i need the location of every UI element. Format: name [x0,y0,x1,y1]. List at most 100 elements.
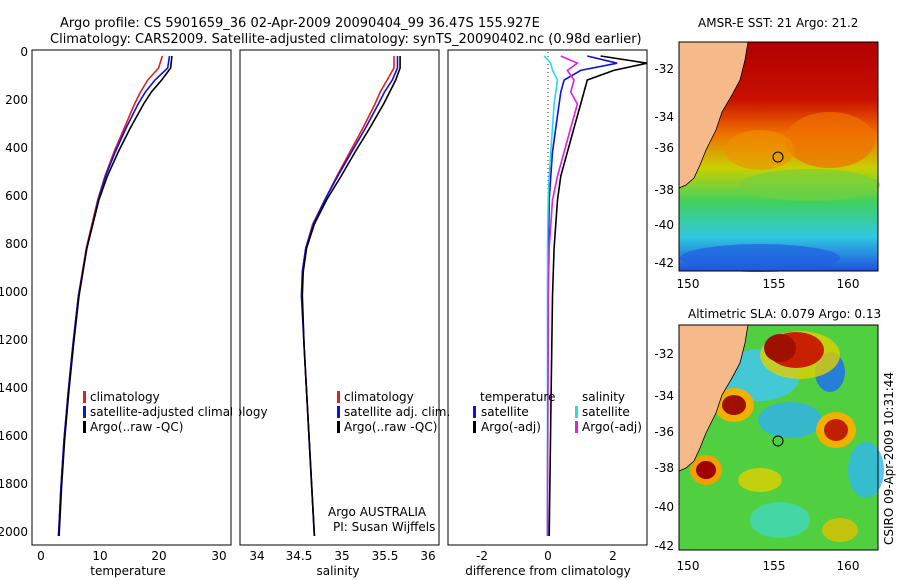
lat-tick: -34 [654,110,674,124]
legend-label: satellite [582,405,630,419]
difference-x-label: difference from climatology [465,564,631,578]
argo-program-note: Argo AUSTRALIA [328,505,427,519]
depth-tick: 400 [5,141,28,155]
legend-swatch-climatology [83,391,86,403]
lat-tick: -36 [654,141,674,155]
legend-label: climatology [90,390,160,404]
lat-tick: -34 [654,389,674,403]
legend-label: Argo(-adj) [582,420,642,434]
sst-map-frame [678,41,879,272]
temperature-x-tick: 30 [211,549,226,563]
salinity-legend: climatology satellite adj. clim. Argo(..… [337,390,450,434]
legend-swatch-sal-argo [575,421,578,433]
sla-yellow-patch [738,468,782,492]
lat-tick: -40 [654,218,674,232]
lat-tick: -32 [654,347,674,361]
legend-swatch-argo [83,421,86,433]
legend-label: satellite [481,405,529,419]
difference-x-tick: -2 [476,549,488,563]
figure-title-line1: Argo profile: CS 5901659_36 02-Apr-2009 … [60,16,540,31]
legend-swatch-argo [337,421,340,433]
lat-tick: -42 [654,539,674,553]
sst-map-axes: -32 -34 -36 -38 -40 -42 [654,62,674,270]
depth-tick: 1000 [0,285,28,299]
sst-warm-patch [725,130,795,170]
sst-map-title: AMSR-E SST: 21 Argo: 21.2 [698,16,858,30]
difference-x-axis: -2 0 2 difference from climatology [465,549,631,578]
legend-label: satellite-adjusted climatology [90,405,268,419]
salinity-x-label: salinity [316,564,359,578]
legend-label: Argo(..raw -QC) [90,420,183,434]
legend-label: climatology [344,390,414,404]
legend-swatch-satellite [337,406,340,418]
sla-yellow-patch [822,518,858,542]
sla-map-lon-axis: 150 155 160 [677,559,860,573]
argo-float-marker [772,435,784,447]
difference-legend: temperature satellite Argo(-adj) salinit… [473,390,642,434]
depth-tick: 1400 [0,381,28,395]
lat-tick: -38 [654,183,674,197]
sla-warm-eddy [764,334,796,362]
argo-pi-note: PI: Susan Wijffels [333,520,435,534]
series-line-argo-raw-qc [301,56,401,537]
depth-tick: 1600 [0,429,28,443]
sla-map [678,324,884,551]
lon-tick: 160 [837,277,860,291]
legend-swatch-temp-satellite [473,406,476,418]
lat-tick: -38 [654,461,674,475]
temperature-panel [31,49,232,546]
lat-tick: -40 [654,500,674,514]
lon-tick: 155 [763,559,786,573]
sla-warm-eddy [696,461,716,479]
sst-green-patch [740,169,880,201]
series-line-argo-raw-qc [58,55,173,537]
temperature-x-axis: 0 10 20 30 temperature [37,549,226,578]
lon-tick: 150 [677,559,700,573]
depth-tick: 0 [20,45,28,59]
salinity-x-tick: 34 [249,549,264,563]
sla-map-axes: -32 -34 -36 -38 -40 -42 [654,347,674,553]
depth-tick: 1200 [0,333,28,347]
series-line-temperature-argo-adj [548,55,648,537]
difference-series [543,55,648,537]
figure-title-line2: Climatology: CARS2009. Satellite-adjuste… [50,32,642,47]
sla-map-title: Altimetric SLA: 0.079 Argo: 0.13 [688,307,881,321]
salinity-x-tick: 35 [334,549,349,563]
temperature-x-tick: 0 [37,549,45,563]
salinity-panel [239,49,440,546]
lon-tick: 155 [763,277,786,291]
temperature-series [57,55,173,537]
sla-map-frame [678,324,879,551]
temperature-x-label: temperature [90,564,165,578]
legend-swatch-satellite [83,406,86,418]
salinity-x-axis: 34 34.5 35 35.5 36 salinity [249,549,435,578]
argo-float-marker [772,151,784,163]
lon-tick: 150 [677,277,700,291]
sla-warm-eddy [824,419,848,441]
csiro-timestamp: CSIRO 09-Apr-2009 10:31:44 [882,372,896,545]
sst-map [678,41,880,272]
sst-warm-patch [785,112,875,168]
legend-label: satellite adj. clim. [344,405,450,419]
depth-tick: 600 [5,189,28,203]
series-line-salinity-argo-adj [546,55,580,537]
legend-title-salinity: salinity [582,390,625,404]
difference-x-tick: 0 [544,549,552,563]
sst-land [679,42,748,188]
difference-x-tick: 2 [609,549,617,563]
salinity-x-tick: 36 [420,549,435,563]
salinity-series [300,56,401,537]
sla-cool-patch [750,502,810,538]
depth-tick: 200 [5,93,28,107]
salinity-x-tick: 34.5 [286,549,313,563]
lat-tick: -32 [654,62,674,76]
sla-cool-patch [758,402,822,438]
sst-coastline [678,41,749,189]
legend-swatch-temp-argo [473,421,476,433]
sla-coastline [678,324,749,472]
sla-land [679,325,748,471]
lat-tick: -36 [654,425,674,439]
sla-cool-patch [848,442,884,498]
sst-cool-patch [680,244,840,272]
